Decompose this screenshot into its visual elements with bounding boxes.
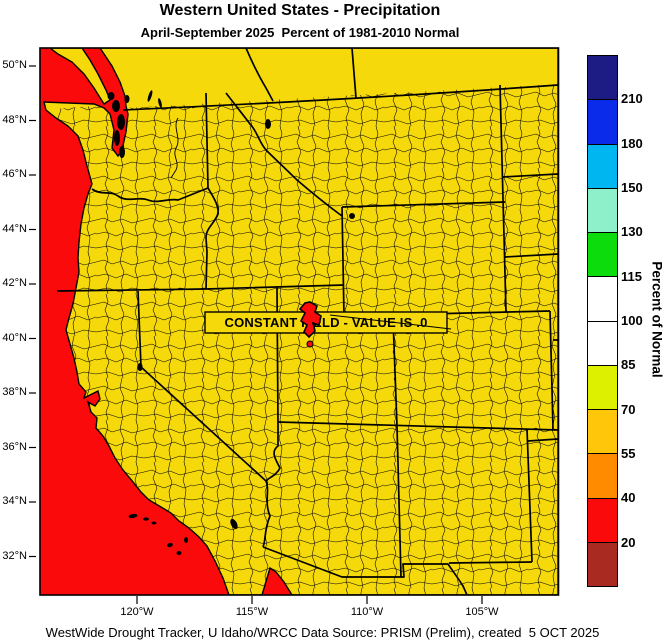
y-tick-label: 50°N	[2, 59, 27, 71]
colorbar-segment	[588, 453, 617, 498]
y-tick-label: 46°N	[2, 168, 27, 180]
colorbar-tick-label: 100	[621, 313, 643, 328]
colorbar-tick-label: 85	[621, 357, 636, 372]
colorbar-segment	[588, 143, 617, 188]
footer-credit: WestWide Drought Tracker, U Idaho/WRCC D…	[45, 625, 600, 640]
colorbar-tick-label: 130	[621, 224, 643, 239]
rivers	[170, 117, 179, 179]
colorbar-segment	[588, 409, 617, 454]
x-tick-label: 115°W	[235, 606, 269, 618]
y-tick-label: 48°N	[2, 113, 27, 126]
colorbar-tick-label: 40	[621, 490, 636, 505]
islands-and-lakes	[107, 90, 355, 555]
x-tick-label: 110°W	[350, 606, 384, 618]
colorbar-segment	[588, 187, 617, 232]
land-vancouver-island	[48, 48, 111, 105]
colorbar-tick-label: 70	[621, 402, 636, 417]
colorbar-tick-label: 180	[621, 136, 643, 151]
colorbar-segment	[588, 99, 617, 144]
y-tick-label: 44°N	[2, 222, 27, 235]
map-frame	[39, 47, 560, 596]
y-tick-label: 34°N	[2, 495, 27, 507]
colorbar-tick-label: 115	[621, 269, 642, 284]
y-axis-tick-marks	[29, 65, 36, 558]
y-tick-label: 32°N	[2, 549, 27, 562]
y-tick-label: 36°N	[2, 440, 27, 453]
colorbar-segment	[588, 232, 617, 277]
y-tick-label: 42°N	[2, 277, 27, 289]
page-title: Western United States - Precipitation	[159, 2, 441, 19]
y-tick-label: 40°N	[2, 331, 27, 344]
x-tick-label: 120°W	[120, 606, 154, 618]
colorbar-segment	[588, 497, 617, 542]
colorbar-segment	[588, 364, 617, 409]
colorbar-segment	[588, 320, 617, 365]
colorbar-tick-label: 55	[621, 446, 636, 461]
state-boundaries	[56, 48, 559, 595]
colorbar-tick-label: 210	[621, 91, 643, 106]
colorbar-segment	[588, 541, 617, 586]
colorbar	[587, 55, 618, 587]
colorbar-title: Percent of Normal	[649, 261, 665, 378]
colorbar-tick-label: 20	[621, 535, 636, 550]
county-boundaries	[44, 84, 558, 595]
boundary-through-box	[329, 314, 452, 330]
great-salt-lake	[298, 301, 322, 339]
colorbar-segment	[588, 56, 617, 100]
colorbar-tick-label: 150	[621, 180, 643, 195]
page-subtitle: April-September 2025 Percent of 1981-201…	[140, 25, 460, 40]
colorbar-segment	[588, 276, 617, 321]
x-axis-tick-marks	[136, 596, 483, 604]
x-tick-label: 105°W	[465, 606, 499, 618]
y-tick-label: 38°N	[2, 386, 27, 398]
constant-field-box	[204, 311, 448, 334]
utah-lake	[306, 340, 314, 348]
